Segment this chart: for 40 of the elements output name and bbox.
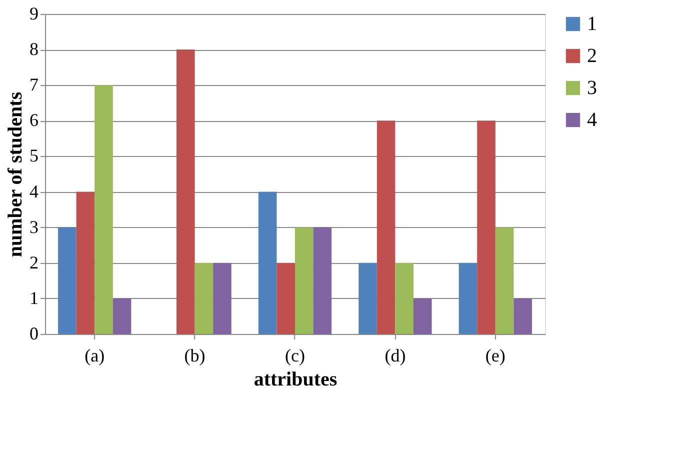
- bar: [295, 227, 314, 334]
- bar: [458, 262, 478, 334]
- bar: [477, 120, 496, 334]
- y-tick-label: 3: [30, 216, 38, 237]
- x-tick-label: (e): [485, 346, 506, 366]
- bar: [395, 262, 414, 334]
- legend-label: 4: [587, 109, 597, 131]
- y-tick-label: 6: [30, 110, 38, 130]
- y-tick-label: 2: [30, 252, 38, 272]
- y-tick-label: 5: [30, 146, 38, 166]
- bar: [213, 262, 232, 334]
- bar: [495, 227, 514, 334]
- bar: [258, 192, 277, 334]
- bar: [194, 262, 214, 334]
- legend-label: 1: [587, 13, 597, 35]
- bar: [58, 227, 76, 334]
- x-axis-title: attributes: [254, 368, 338, 390]
- bar: [176, 50, 195, 334]
- y-tick-label: 9: [30, 4, 38, 24]
- bar: [376, 120, 396, 334]
- y-tick-label: 0: [30, 324, 38, 344]
- y-tick-label: 7: [30, 74, 38, 95]
- bar: [112, 298, 132, 334]
- y-tick-label: 4: [30, 181, 38, 202]
- bar: [276, 262, 295, 334]
- x-tick-label: (d): [384, 346, 406, 366]
- y-tick-label: 8: [30, 39, 38, 60]
- legend-label: 2: [587, 45, 597, 67]
- y-tick-label: 1: [30, 288, 38, 308]
- bar: [76, 192, 95, 334]
- bar: [94, 85, 113, 334]
- x-tick-label: (b): [184, 346, 206, 366]
- bar: [358, 262, 377, 334]
- bar: [514, 298, 532, 334]
- bar: [413, 298, 432, 334]
- bar: [313, 227, 332, 334]
- legend-label: 3: [587, 77, 597, 99]
- y-axis-title: number of students: [4, 92, 26, 258]
- x-tick-label: (c): [285, 346, 305, 366]
- x-tick-label: (a): [84, 346, 105, 366]
